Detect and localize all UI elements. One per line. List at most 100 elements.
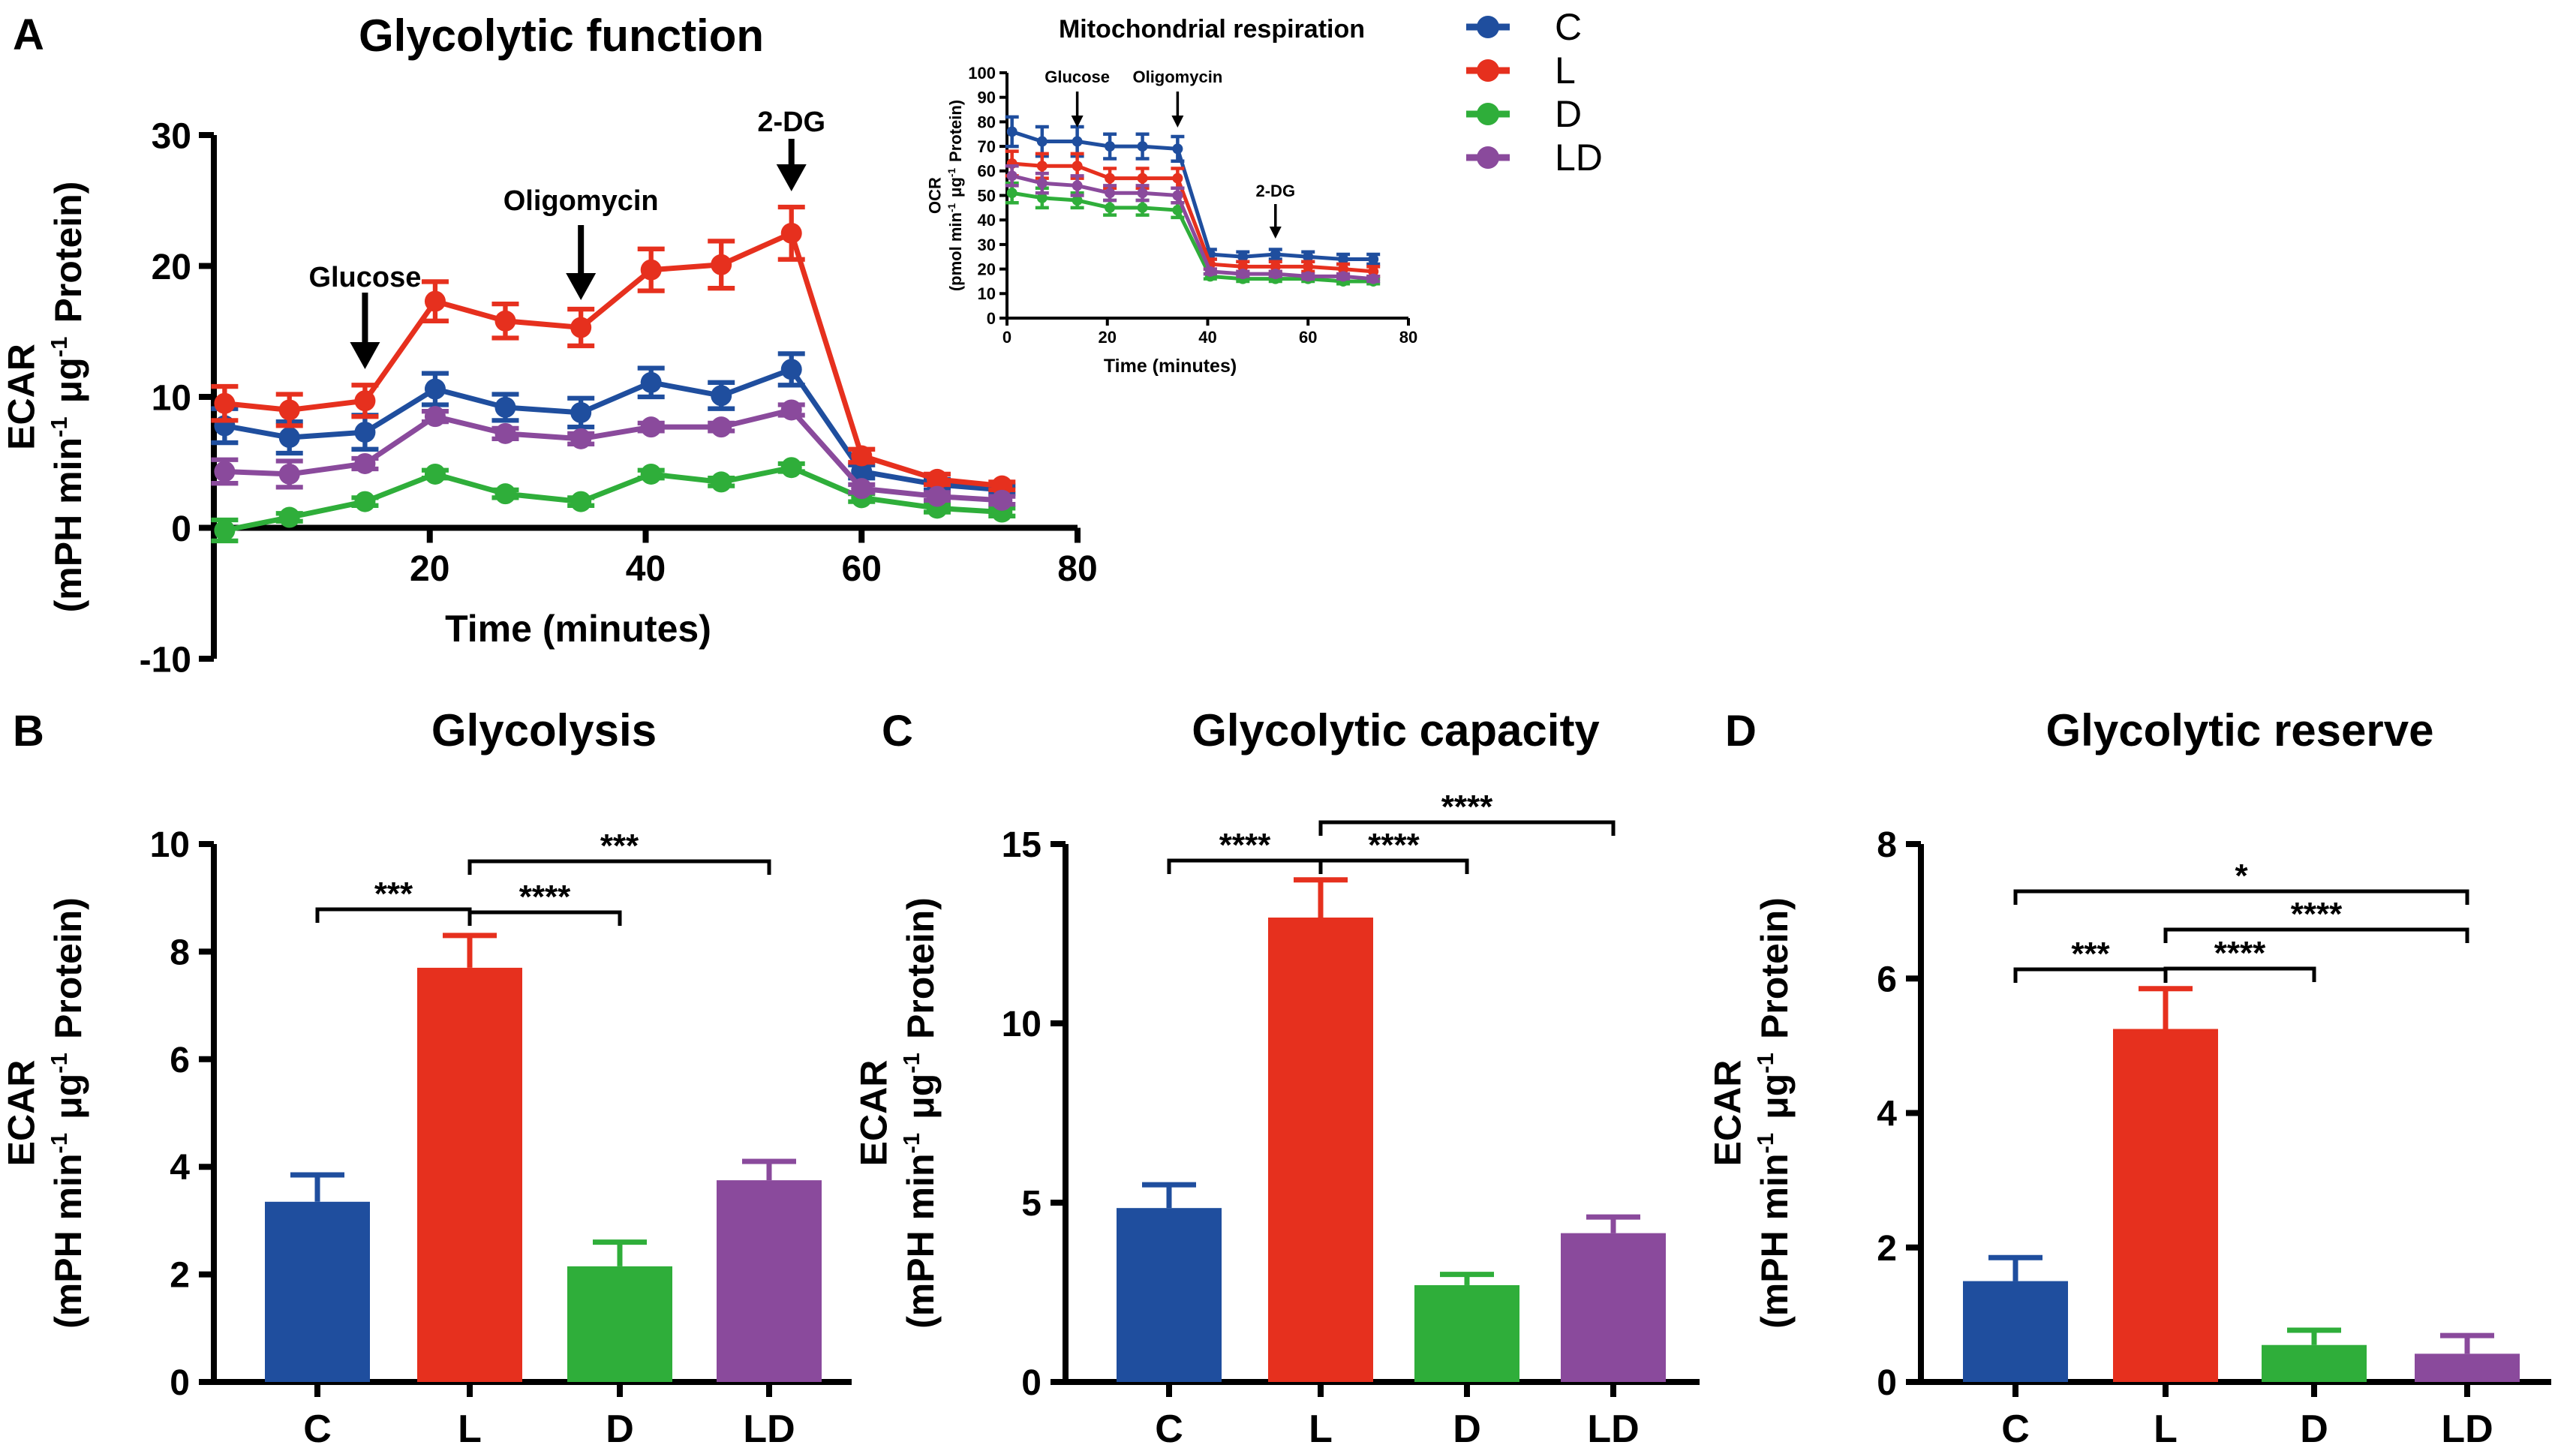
bar-LD	[2415, 1353, 2520, 1382]
significance-bracket: ****	[467, 879, 622, 926]
y-axis-label: ECAR(mPH min-1 μg-1 Protein)	[1707, 897, 1796, 1329]
legend-label: D	[1555, 93, 1582, 135]
significance-label: ****	[1441, 789, 1493, 825]
data-point-LD	[1036, 178, 1048, 189]
data-point-D	[354, 491, 376, 512]
y-axis-label: ECAR(mPH min-1 μg-1 Protein)	[1, 182, 90, 613]
annotation-label: Glucose	[308, 262, 421, 293]
bar-LD	[717, 1180, 822, 1382]
data-point-C	[1172, 143, 1183, 155]
y-tick-label: 70	[978, 137, 996, 156]
data-point-LD	[1172, 190, 1183, 201]
panel-label-D: D	[1725, 707, 1757, 756]
y-tick-label: 4	[170, 1148, 190, 1188]
data-point-D	[494, 483, 516, 505]
data-point-L	[711, 254, 732, 275]
x-axis-label: Time (minutes)	[1104, 356, 1237, 377]
chart-title: Glycolytic function	[359, 11, 764, 61]
x-tick-label: 80	[1057, 549, 1097, 589]
data-point-LD	[214, 461, 236, 482]
y-axis-label-line1: OCR	[926, 177, 945, 214]
data-point-C	[1338, 254, 1349, 265]
arrow-2-dg	[776, 139, 807, 191]
annotation-label: 2-DG	[757, 107, 825, 138]
category-label: D	[606, 1407, 634, 1451]
series-C	[1005, 115, 1381, 266]
chart-title: Glycolytic reserve	[2045, 705, 2433, 756]
bar-chart-D: D Glycolytic reserve 0 2 4 6 8 ECAR(mPH min-1 μ…	[1707, 705, 2551, 1451]
data-point-LD	[1270, 269, 1281, 280]
category-label: LD	[743, 1407, 795, 1451]
significance-label: ****	[1219, 827, 1271, 864]
significance-label: ***	[600, 828, 639, 864]
significance-bracket: *	[2013, 858, 2469, 905]
line-chart-A: -10 0 10 20 30 20 40 60 80 Time (minutes) Glycolyt…	[1, 11, 1098, 680]
x-axis-label: Time (minutes)	[445, 608, 711, 650]
inset-arrow-glucose	[1071, 92, 1084, 128]
bar-L	[2113, 1029, 2218, 1382]
bracket-line	[2013, 889, 2469, 905]
x-tick-label: 0	[1002, 328, 1011, 347]
data-point-C	[1237, 251, 1249, 263]
category-label: L	[1309, 1407, 1333, 1451]
y-tick-label: 90	[978, 89, 996, 107]
y-axis-label-line1: ECAR	[853, 1060, 895, 1167]
inset-annotation-label: 2-DG	[1256, 182, 1296, 200]
bar-C	[265, 1201, 370, 1382]
data-point-LD	[711, 416, 732, 438]
series-LD	[1005, 164, 1381, 284]
data-point-D	[1137, 202, 1148, 213]
y-axis-label-line2: (mPH min-1 μg-1 Protein)	[898, 897, 942, 1329]
data-point-L	[1303, 261, 1314, 272]
series-line-C	[224, 366, 1002, 493]
x-tick-label: 60	[1299, 328, 1317, 347]
bracket-line	[2163, 966, 2316, 982]
data-point-L	[1105, 173, 1116, 184]
inset-annotation-label: Oligomycin	[1132, 68, 1222, 86]
y-tick-label: 10	[1002, 1005, 1042, 1044]
data-point-C	[1270, 248, 1281, 260]
data-point-C	[711, 385, 732, 407]
data-point-D	[424, 463, 446, 485]
y-axis-label-line1: ECAR	[1707, 1060, 1749, 1167]
y-tick-label: -10	[140, 640, 191, 680]
data-point-LD	[1072, 180, 1083, 191]
significance-label: ****	[2291, 896, 2343, 933]
data-point-D	[570, 491, 592, 512]
category-label: LD	[2441, 1407, 2493, 1451]
x-tick-label: 80	[1399, 328, 1417, 347]
y-tick-label: 20	[978, 260, 996, 279]
inset-arrow-oligomycin-head	[1171, 116, 1184, 128]
y-tick-label: 0	[1021, 1363, 1042, 1403]
data-point-L	[424, 290, 446, 312]
data-point-LD	[1006, 170, 1017, 182]
data-point-C	[354, 422, 376, 443]
arrow-2-dg-head	[776, 164, 807, 191]
data-point-L	[780, 222, 802, 244]
bar-L	[1268, 917, 1373, 1382]
y-tick-label: 40	[978, 211, 996, 230]
y-tick-label: 80	[978, 113, 996, 131]
data-point-L	[494, 310, 516, 332]
data-point-L	[1338, 263, 1349, 275]
y-tick-label: 6	[170, 1041, 190, 1080]
data-point-LD	[354, 452, 376, 474]
data-point-LD	[1204, 266, 1216, 277]
data-point-D	[1072, 195, 1083, 206]
series-C	[211, 351, 1016, 500]
y-axis-label-line2: (mPH min-1 μg-1 Protein)	[46, 897, 89, 1329]
y-tick-label: 5	[1021, 1184, 1042, 1224]
data-point-L	[278, 399, 300, 421]
chart-title: Glycolysis	[431, 705, 657, 756]
data-point-C	[1368, 254, 1379, 265]
y-tick-label: 10	[978, 284, 996, 303]
bar-LD	[1561, 1233, 1666, 1382]
legend-item-C: C	[1466, 6, 1582, 48]
category-label: L	[458, 1407, 482, 1451]
category-label: L	[2154, 1407, 2178, 1451]
category-label: D	[2300, 1407, 2328, 1451]
y-tick-label: 8	[170, 933, 190, 972]
panel-label-A: A	[13, 11, 44, 59]
panel-label-C: C	[882, 707, 913, 756]
